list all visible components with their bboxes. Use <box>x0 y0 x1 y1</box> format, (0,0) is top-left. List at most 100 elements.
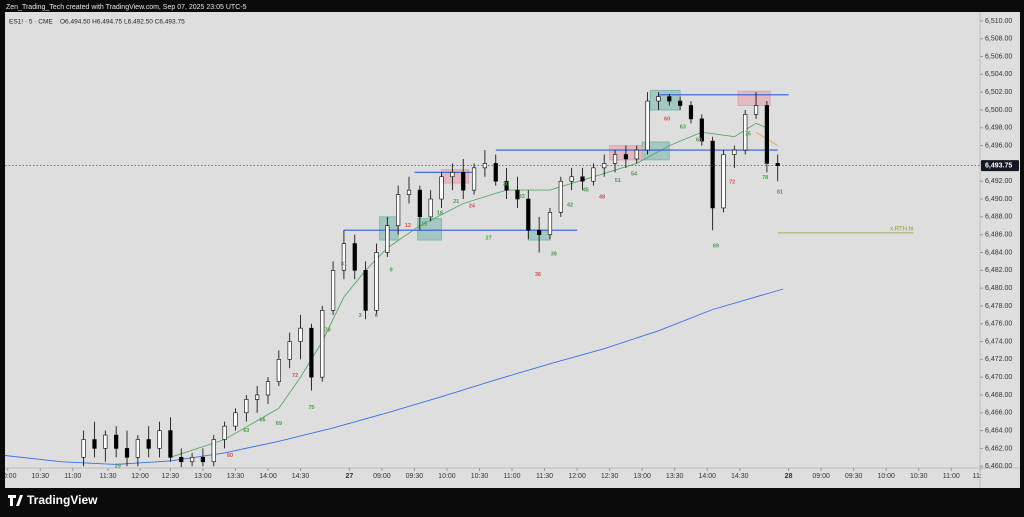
bar-count-label: 72 <box>292 373 298 379</box>
y-tick-label: 6,488.00 <box>985 214 1012 221</box>
y-tick-label: 6,496.00 <box>985 142 1012 149</box>
bar-count-label: 21 <box>453 199 459 205</box>
x-tick-label: 10:30 <box>910 473 928 480</box>
candle-body <box>103 434 108 449</box>
bar-count-label: 78 <box>325 327 331 333</box>
axis-edge-mask <box>0 469 5 487</box>
candle-body <box>135 439 140 458</box>
candle-body <box>634 149 639 160</box>
candle-body <box>330 269 336 311</box>
bar-count-label: 75 <box>745 131 751 137</box>
candle-body <box>753 105 759 115</box>
candle-body <box>244 399 249 414</box>
bar-count-label: 63 <box>680 124 686 130</box>
candle-body <box>406 189 412 195</box>
bar-count-label: 72 <box>729 180 735 186</box>
bar-count-label: 27 <box>486 236 492 242</box>
y-tick-label: 6,508.00 <box>985 36 1012 43</box>
y-tick-label: 6,506.00 <box>985 53 1012 60</box>
candle-body <box>688 105 694 120</box>
candle-body <box>493 163 498 182</box>
candle-body <box>417 189 422 218</box>
bar-count-label: 39 <box>551 252 557 258</box>
bar-count-label: 66 <box>696 138 702 144</box>
candle-body <box>374 252 379 311</box>
candle-body <box>287 341 292 360</box>
zone <box>737 90 771 107</box>
candle-body <box>678 100 683 106</box>
y-tick-label: 6,482.00 <box>985 267 1012 274</box>
x-tick-label: 12:00 <box>568 473 586 480</box>
candle-body <box>439 176 444 200</box>
axis-edge-mask <box>981 469 1020 488</box>
x-tick-label: 10:00 <box>0 473 17 480</box>
bar-count-label: 45 <box>583 188 589 194</box>
y-tick-label: 6,504.00 <box>985 71 1012 78</box>
candle-body <box>482 163 488 169</box>
x-tick-label: 10:00 <box>438 473 456 480</box>
candle-body <box>569 176 574 182</box>
x-tick-label: 10:30 <box>31 473 49 480</box>
candle-body <box>222 425 227 440</box>
bar-count-label: 69 <box>276 421 282 427</box>
x-tick-label: 09:00 <box>373 473 391 480</box>
last-price-label: 6,493.75 <box>985 162 1012 169</box>
candle-body <box>189 457 195 463</box>
candle-body <box>602 163 607 169</box>
candle-body <box>580 176 585 182</box>
y-tick-label: 6,478.00 <box>985 303 1012 310</box>
axes: 6,460.00 6,462.00 6,464.00 6,466.00 6,468.00… <box>0 18 1020 488</box>
bar-count-label: 51 <box>615 178 621 184</box>
candle-body <box>471 167 477 191</box>
bar-count-label: 12 <box>405 223 411 229</box>
x-tick-label: 14:30 <box>731 473 749 480</box>
candle-body <box>504 180 509 191</box>
candle-body <box>710 140 715 209</box>
bar-count-label: 78 <box>762 175 768 181</box>
bar-count-label: 54 <box>631 172 638 178</box>
candle-body <box>396 194 401 227</box>
indicator-line <box>5 288 784 465</box>
x-tick-label: 12:00 <box>131 473 149 480</box>
x-tick-label: 11:00 <box>943 473 960 480</box>
candle-body <box>385 225 390 253</box>
candle-body <box>298 327 303 342</box>
candle-body <box>667 96 672 102</box>
bar-count-label: 36 <box>535 272 541 278</box>
x-tick-label: 11:30 <box>100 473 117 480</box>
bar-count-label: 69 <box>713 244 719 250</box>
candle-body <box>92 439 97 449</box>
y-tick-label: 6,492.00 <box>985 178 1012 185</box>
candle-body <box>537 229 542 235</box>
bar-count-label: 81 <box>341 262 347 268</box>
bar-count-label: 30 <box>503 181 509 187</box>
bar-count-label: 75 <box>308 405 314 411</box>
candle-body <box>699 118 704 142</box>
last-price-tag <box>981 160 1019 172</box>
candle-body <box>721 154 726 209</box>
y-tick-label: 6,468.00 <box>985 392 1012 399</box>
y-tick-label: 6,490.00 <box>985 196 1012 203</box>
candle-body <box>428 198 433 218</box>
candle-body <box>656 96 661 102</box>
bar-count-label: 81 <box>777 189 783 195</box>
y-tick-label: 6,500.00 <box>985 107 1012 114</box>
bar-count-label: 3 <box>359 313 362 319</box>
candle-body <box>124 448 130 458</box>
bar-count-label: 9 <box>390 268 393 274</box>
bar-count-label: 29 <box>115 464 121 470</box>
candle-body <box>255 394 260 400</box>
bar-count-label: 24 <box>469 204 476 210</box>
bar-count-label: 15 <box>421 221 427 227</box>
candle-body <box>352 243 357 271</box>
candle-body <box>743 114 748 151</box>
y-tick-label: 6,460.00 <box>985 463 1012 470</box>
brand-name: TradingView <box>27 493 98 507</box>
candle-body <box>591 167 596 182</box>
candle-body <box>461 172 466 191</box>
candle-body <box>200 457 206 463</box>
y-tick-label: 6,470.00 <box>985 374 1012 381</box>
y-tick-label: 6,498.00 <box>985 125 1012 132</box>
